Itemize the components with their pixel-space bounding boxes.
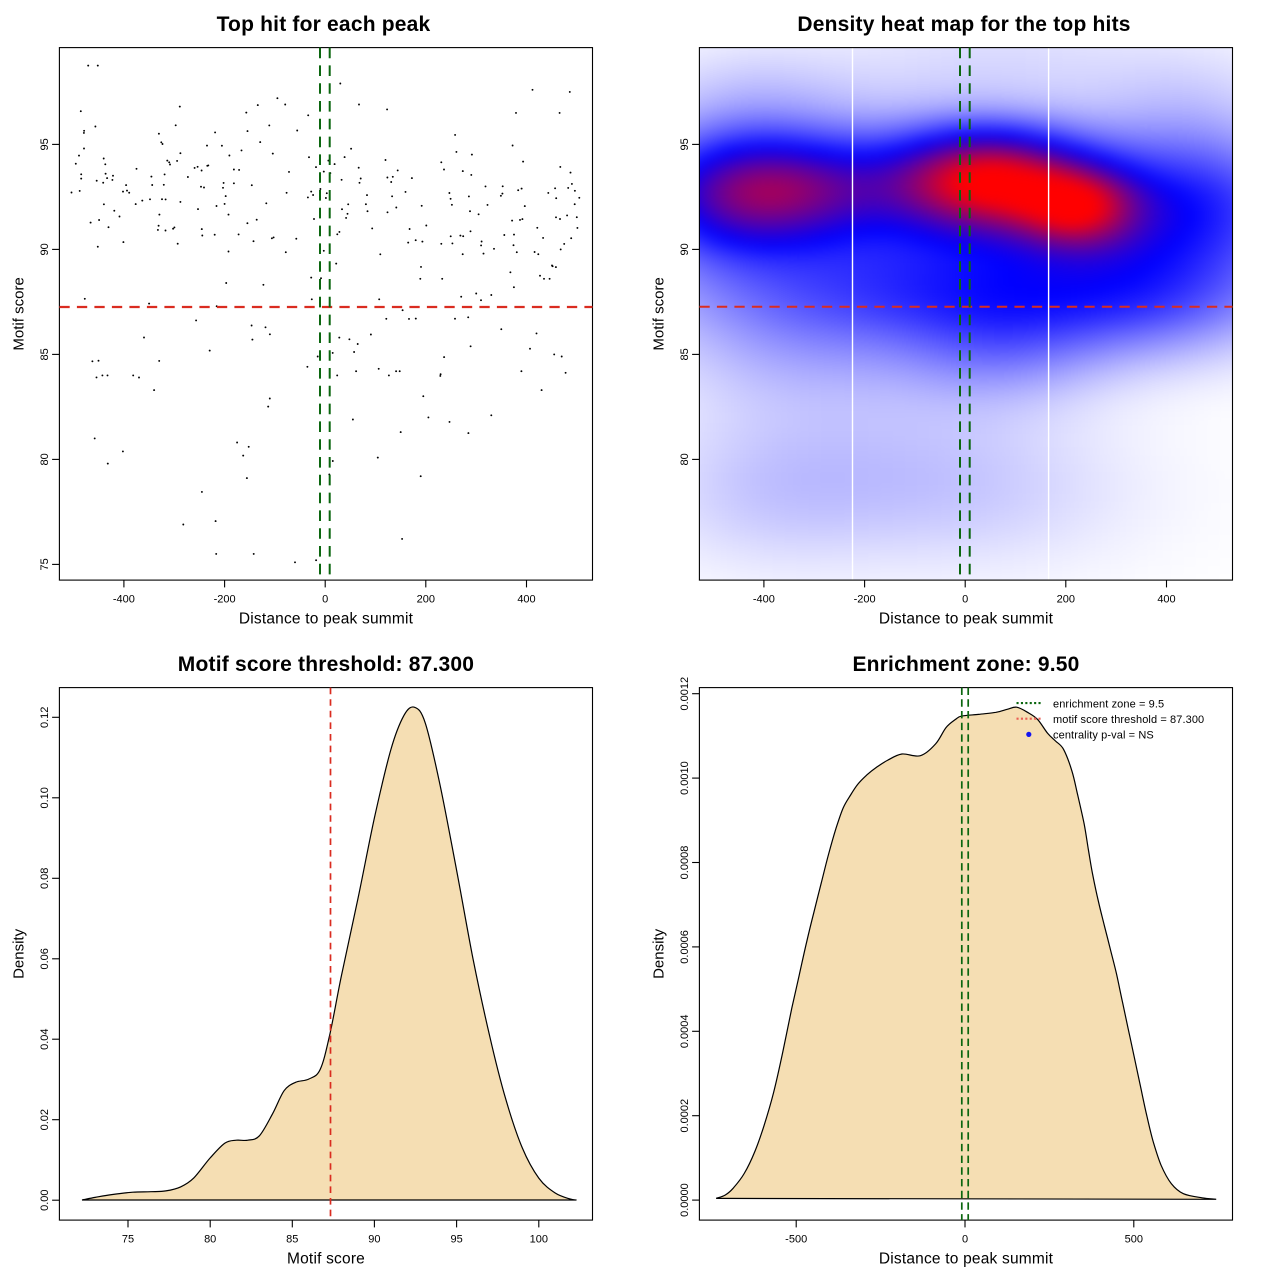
svg-text:0.0000: 0.0000 [679,1183,691,1217]
svg-text:Distance to peak summit: Distance to peak summit [239,611,414,628]
svg-text:90: 90 [368,1233,380,1245]
svg-text:0.0002: 0.0002 [679,1099,691,1133]
svg-text:90: 90 [679,243,691,255]
svg-text:0.12: 0.12 [39,707,51,728]
svg-text:95: 95 [450,1233,462,1245]
svg-text:-200: -200 [214,593,236,605]
svg-text:0: 0 [962,1233,968,1245]
svg-text:85: 85 [286,1233,298,1245]
svg-text:Distance to peak summit: Distance to peak summit [879,1251,1054,1268]
svg-text:80: 80 [679,453,691,465]
svg-text:Density: Density [651,928,668,979]
svg-text:0.00: 0.00 [39,1189,51,1210]
svg-text:400: 400 [517,593,535,605]
svg-text:200: 200 [1057,593,1075,605]
svg-text:enrichment zone = 9.5: enrichment zone = 9.5 [1053,698,1164,710]
svg-text:85: 85 [679,348,691,360]
svg-text:80: 80 [204,1233,216,1245]
svg-text:0.0010: 0.0010 [679,761,691,795]
svg-text:Density heat map for the top h: Density heat map for the top hits [797,13,1130,36]
svg-text:Motif score: Motif score [651,277,668,350]
svg-text:Distance to peak summit: Distance to peak summit [879,611,1054,628]
svg-text:100: 100 [530,1233,548,1245]
svg-text:90: 90 [39,243,51,255]
svg-text:-400: -400 [113,593,135,605]
svg-text:-200: -200 [854,593,876,605]
svg-text:Density: Density [11,928,28,979]
svg-text:-500: -500 [785,1233,807,1245]
svg-text:0.0004: 0.0004 [679,1014,691,1048]
svg-text:0.04: 0.04 [39,1028,51,1049]
svg-text:0: 0 [962,593,968,605]
svg-text:-400: -400 [753,593,775,605]
svg-text:0.0006: 0.0006 [679,930,691,964]
svg-text:motif score threshold = 87.300: motif score threshold = 87.300 [1053,714,1204,726]
svg-text:0.0012: 0.0012 [679,677,691,711]
svg-text:80: 80 [39,453,51,465]
svg-text:400: 400 [1157,593,1175,605]
svg-text:Motif score threshold: 87.300: Motif score threshold: 87.300 [178,653,474,676]
svg-text:centrality p-val = NS: centrality p-val = NS [1053,730,1154,742]
svg-text:200: 200 [417,593,435,605]
svg-text:75: 75 [122,1233,134,1245]
svg-text:0.10: 0.10 [39,787,51,808]
svg-text:85: 85 [39,348,51,360]
svg-text:Top hit for each peak: Top hit for each peak [217,13,431,36]
svg-text:Motif score: Motif score [11,277,28,350]
svg-text:0.06: 0.06 [39,948,51,969]
svg-text:Motif score: Motif score [287,1251,365,1268]
svg-text:0.0008: 0.0008 [679,846,691,880]
svg-text:500: 500 [1125,1233,1143,1245]
svg-text:0.08: 0.08 [39,868,51,889]
svg-text:Enrichment zone: 9.50: Enrichment zone: 9.50 [852,653,1079,676]
svg-text:0.02: 0.02 [39,1109,51,1130]
svg-text:75: 75 [39,558,51,570]
svg-text:95: 95 [39,138,51,150]
svg-text:0: 0 [322,593,328,605]
svg-text:95: 95 [679,138,691,150]
